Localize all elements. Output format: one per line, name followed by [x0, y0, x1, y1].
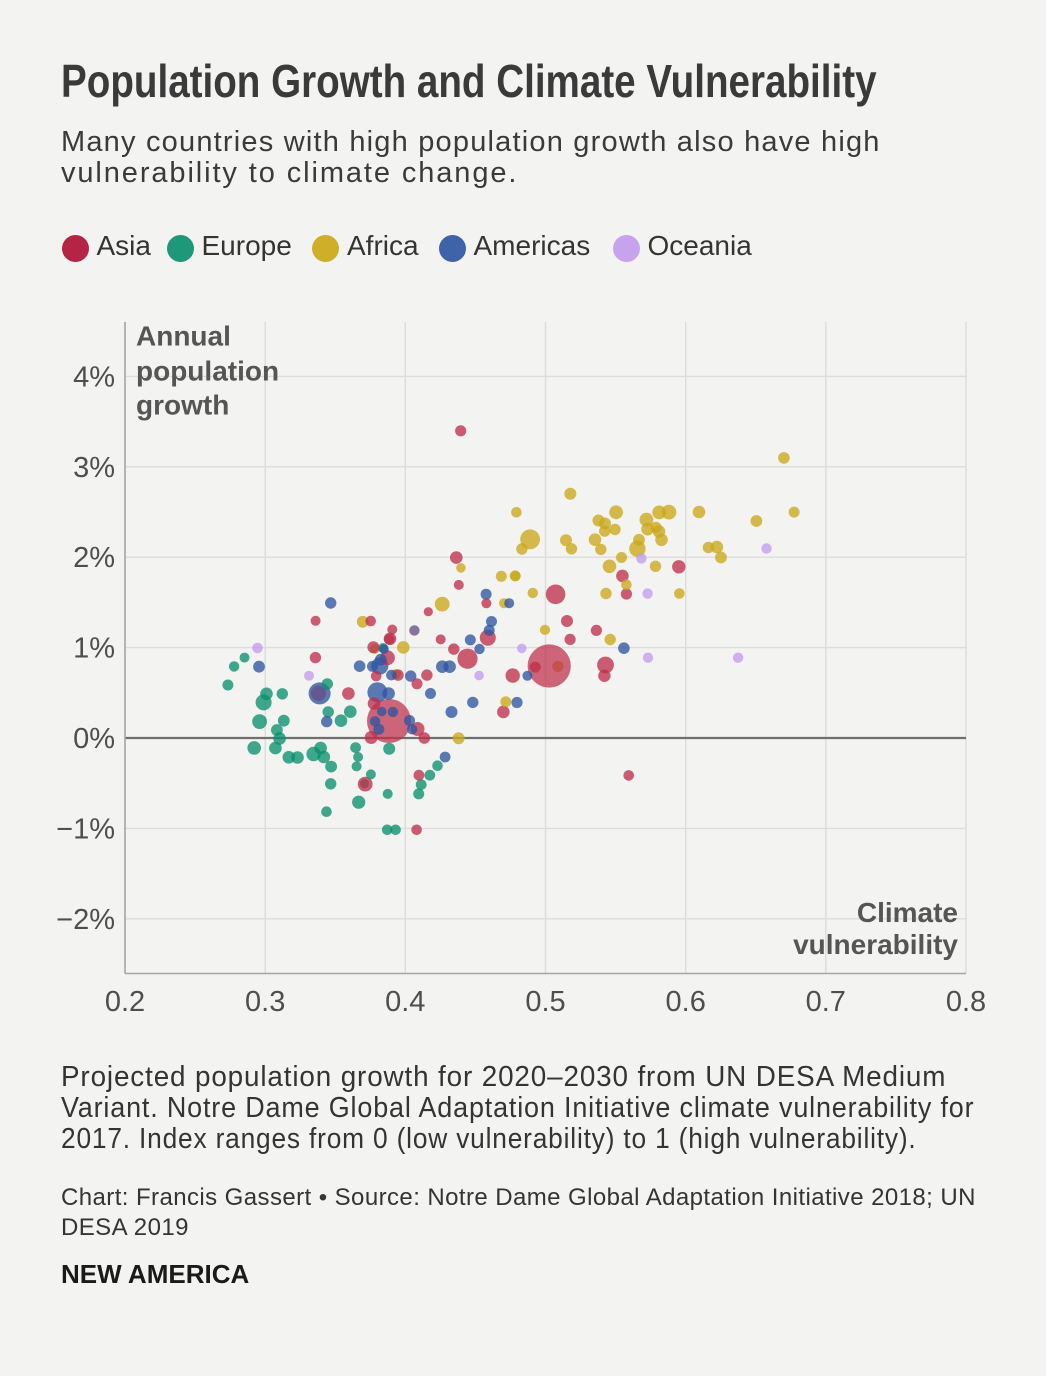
svg-text:0.4: 0.4	[385, 986, 425, 1018]
svg-text:Annual: Annual	[136, 321, 231, 352]
svg-text:−2%: −2%	[56, 904, 115, 936]
svg-text:4%: 4%	[73, 361, 115, 393]
svg-text:growth: growth	[136, 390, 229, 421]
svg-text:vulnerability: vulnerability	[793, 929, 958, 960]
svg-text:0.8: 0.8	[946, 986, 986, 1018]
svg-text:population: population	[136, 356, 279, 387]
svg-text:0%: 0%	[73, 723, 115, 755]
svg-text:0.2: 0.2	[105, 986, 145, 1018]
svg-text:2%: 2%	[73, 542, 115, 574]
svg-text:Climate: Climate	[857, 897, 958, 928]
svg-text:3%: 3%	[73, 452, 115, 484]
svg-text:−1%: −1%	[56, 813, 115, 845]
svg-text:0.5: 0.5	[525, 986, 565, 1018]
svg-text:1%: 1%	[73, 633, 115, 665]
svg-text:0.3: 0.3	[245, 986, 285, 1018]
svg-text:0.7: 0.7	[806, 986, 846, 1018]
svg-text:0.6: 0.6	[666, 986, 706, 1018]
